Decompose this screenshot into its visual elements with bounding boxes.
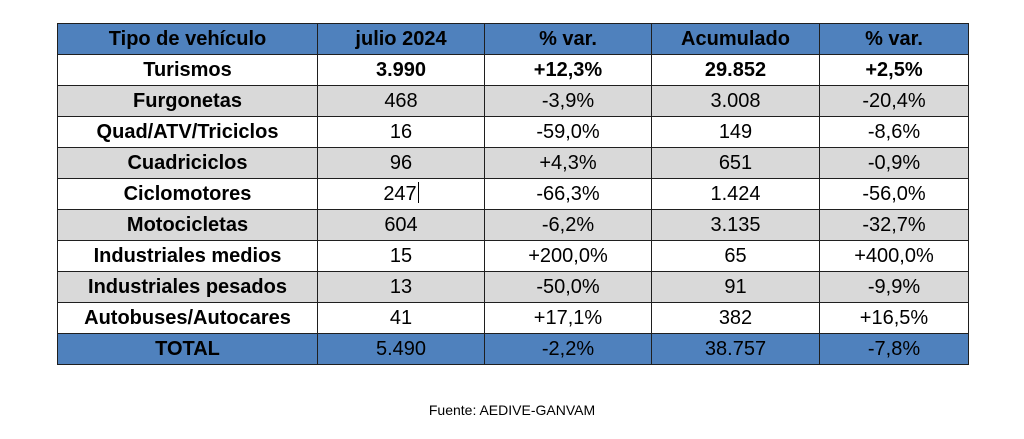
month-value-cell: 16 bbox=[317, 116, 485, 148]
registrations-table-container: Tipo de vehículo julio 2024 % var. Acumu… bbox=[57, 23, 969, 365]
accumulated-value-cell: 3.008 bbox=[651, 85, 820, 117]
vehicle-type-cell: Turismos bbox=[57, 54, 318, 86]
month-variation-cell: +4,3% bbox=[484, 147, 652, 179]
vehicle-type-cell: Industriales medios bbox=[57, 240, 318, 272]
month-variation-cell: -50,0% bbox=[484, 271, 652, 303]
total-accumulated-value-cell: 38.757 bbox=[651, 333, 820, 365]
table-row: Autobuses/Autocares 41 +17,1% 382 +16,5% bbox=[57, 302, 969, 334]
table-row: Industriales medios 15 +200,0% 65 +400,0… bbox=[57, 240, 969, 272]
accumulated-value-cell: 1.424 bbox=[651, 178, 820, 210]
accumulated-value-cell: 651 bbox=[651, 147, 820, 179]
header-vehicle-type: Tipo de vehículo bbox=[57, 23, 318, 55]
accumulated-variation-cell: -20,4% bbox=[819, 85, 969, 117]
accumulated-variation-cell: +16,5% bbox=[819, 302, 969, 334]
month-value-cell: 604 bbox=[317, 209, 485, 241]
vehicle-type-cell: Autobuses/Autocares bbox=[57, 302, 318, 334]
vehicle-type-cell: Furgonetas bbox=[57, 85, 318, 117]
month-value-cell[interactable]: 247 bbox=[317, 178, 485, 210]
table-row: Motocicletas 604 -6,2% 3.135 -32,7% bbox=[57, 209, 969, 241]
registrations-table: Tipo de vehículo julio 2024 % var. Acumu… bbox=[57, 23, 969, 365]
accumulated-variation-cell: +2,5% bbox=[819, 54, 969, 86]
accumulated-value-cell: 65 bbox=[651, 240, 820, 272]
month-value-cell: 96 bbox=[317, 147, 485, 179]
month-value-cell: 468 bbox=[317, 85, 485, 117]
accumulated-variation-cell: -32,7% bbox=[819, 209, 969, 241]
month-value-text: 247 bbox=[383, 183, 417, 205]
total-month-variation-cell: -2,2% bbox=[484, 333, 652, 365]
accumulated-variation-cell: -9,9% bbox=[819, 271, 969, 303]
table-row: Quad/ATV/Triciclos 16 -59,0% 149 -8,6% bbox=[57, 116, 969, 148]
month-variation-cell: +17,1% bbox=[484, 302, 652, 334]
accumulated-value-cell: 149 bbox=[651, 116, 820, 148]
table-body: Turismos 3.990 +12,3% 29.852 +2,5% Furgo… bbox=[57, 54, 969, 365]
table-row: Turismos 3.990 +12,3% 29.852 +2,5% bbox=[57, 54, 969, 86]
vehicle-type-cell: Motocicletas bbox=[57, 209, 318, 241]
table-row: Industriales pesados 13 -50,0% 91 -9,9% bbox=[57, 271, 969, 303]
month-value-cell: 15 bbox=[317, 240, 485, 272]
vehicle-type-cell: Cuadriciclos bbox=[57, 147, 318, 179]
accumulated-value-cell: 91 bbox=[651, 271, 820, 303]
accumulated-variation-cell: -8,6% bbox=[819, 116, 969, 148]
accumulated-variation-cell: +400,0% bbox=[819, 240, 969, 272]
header-accumulated-variation: % var. bbox=[819, 23, 969, 55]
table-header-row: Tipo de vehículo julio 2024 % var. Acumu… bbox=[57, 23, 969, 55]
accumulated-value-cell: 29.852 bbox=[651, 54, 820, 86]
month-variation-cell: -6,2% bbox=[484, 209, 652, 241]
table-row: Ciclomotores 247 -66,3% 1.424 -56,0% bbox=[57, 178, 969, 210]
accumulated-variation-cell: -56,0% bbox=[819, 178, 969, 210]
accumulated-value-cell: 3.135 bbox=[651, 209, 820, 241]
accumulated-value-cell: 382 bbox=[651, 302, 820, 334]
text-cursor bbox=[417, 182, 419, 203]
month-value-cell: 41 bbox=[317, 302, 485, 334]
vehicle-type-cell: Industriales pesados bbox=[57, 271, 318, 303]
vehicle-type-cell: Quad/ATV/Triciclos bbox=[57, 116, 318, 148]
month-variation-cell: +12,3% bbox=[484, 54, 652, 86]
source-caption: Fuente: AEDIVE-GANVAM bbox=[428, 402, 596, 418]
accumulated-variation-cell: -0,9% bbox=[819, 147, 969, 179]
month-variation-cell: -59,0% bbox=[484, 116, 652, 148]
table-row: Furgonetas 468 -3,9% 3.008 -20,4% bbox=[57, 85, 969, 117]
header-month: julio 2024 bbox=[317, 23, 485, 55]
table-total-row: TOTAL 5.490 -2,2% 38.757 -7,8% bbox=[57, 333, 969, 365]
total-label-cell: TOTAL bbox=[57, 333, 318, 365]
month-variation-cell: +200,0% bbox=[484, 240, 652, 272]
month-value-cell: 13 bbox=[317, 271, 485, 303]
month-variation-cell: -3,9% bbox=[484, 85, 652, 117]
month-value-cell: 3.990 bbox=[317, 54, 485, 86]
table-row: Cuadriciclos 96 +4,3% 651 -0,9% bbox=[57, 147, 969, 179]
header-month-variation: % var. bbox=[484, 23, 652, 55]
total-month-value-cell: 5.490 bbox=[317, 333, 485, 365]
header-accumulated: Acumulado bbox=[651, 23, 820, 55]
vehicle-type-cell: Ciclomotores bbox=[57, 178, 318, 210]
month-variation-cell: -66,3% bbox=[484, 178, 652, 210]
total-accumulated-variation-cell: -7,8% bbox=[819, 333, 969, 365]
